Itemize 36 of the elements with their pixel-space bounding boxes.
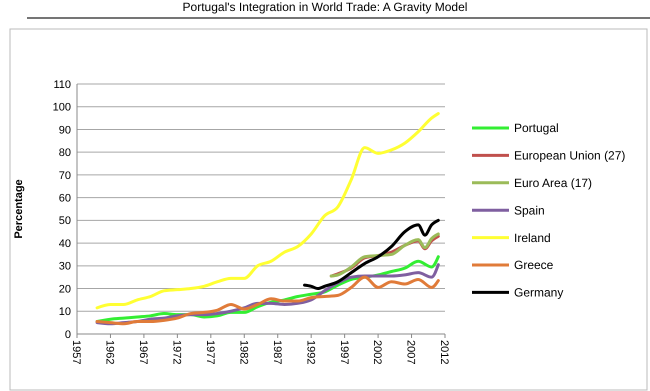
y-tick-label: 40 <box>58 238 71 250</box>
x-tick-label: 1987 <box>270 340 283 364</box>
text: Portugal's Integration in World Trade: A Gravity Model <box>182 0 468 14</box>
x-tick-label: 1962 <box>104 340 116 364</box>
legend-label: European Union (27) <box>514 148 626 163</box>
y-tick-label: 90 <box>58 124 71 136</box>
x-tick-label: 1992 <box>304 340 316 364</box>
legend-label: Ireland <box>514 230 551 245</box>
x-tick-label: 1967 <box>137 340 150 364</box>
x-tick-label: 2012 <box>438 340 450 364</box>
x-tick-label: 1997 <box>338 340 350 364</box>
legend-label: Portugal <box>514 121 559 136</box>
x-tick-label: 1957 <box>70 340 82 364</box>
legend-label: Greece <box>514 258 554 272</box>
y-tick-label: 100 <box>52 102 71 114</box>
x-tick-label: 1977 <box>204 340 216 364</box>
y-tick-label: 30 <box>58 260 71 273</box>
legend-label: Spain <box>514 203 545 218</box>
x-tick-label: 2007 <box>404 340 417 364</box>
y-tick-label: 50 <box>58 215 71 228</box>
x-tick-label: 1972 <box>170 340 183 364</box>
y-tick-label: 80 <box>58 147 71 160</box>
line-series <box>96 276 440 326</box>
y-tick-label: 110 <box>53 78 71 91</box>
y-tick-label: 60 <box>58 192 71 204</box>
y-tick-label: 20 <box>58 283 71 296</box>
line-series <box>302 218 440 290</box>
line-series <box>96 112 440 310</box>
legend-label: Germany <box>514 286 564 300</box>
y-axis-title: Percentage <box>13 179 25 239</box>
y-tick-label: 10 <box>58 306 71 318</box>
y-tick-label: 0 <box>64 328 71 341</box>
x-tick-label: 1982 <box>237 340 250 364</box>
legend-label: Euro Area (17) <box>514 176 592 190</box>
x-tick-label: 2002 <box>371 340 384 364</box>
y-tick-label: 70 <box>58 170 71 182</box>
